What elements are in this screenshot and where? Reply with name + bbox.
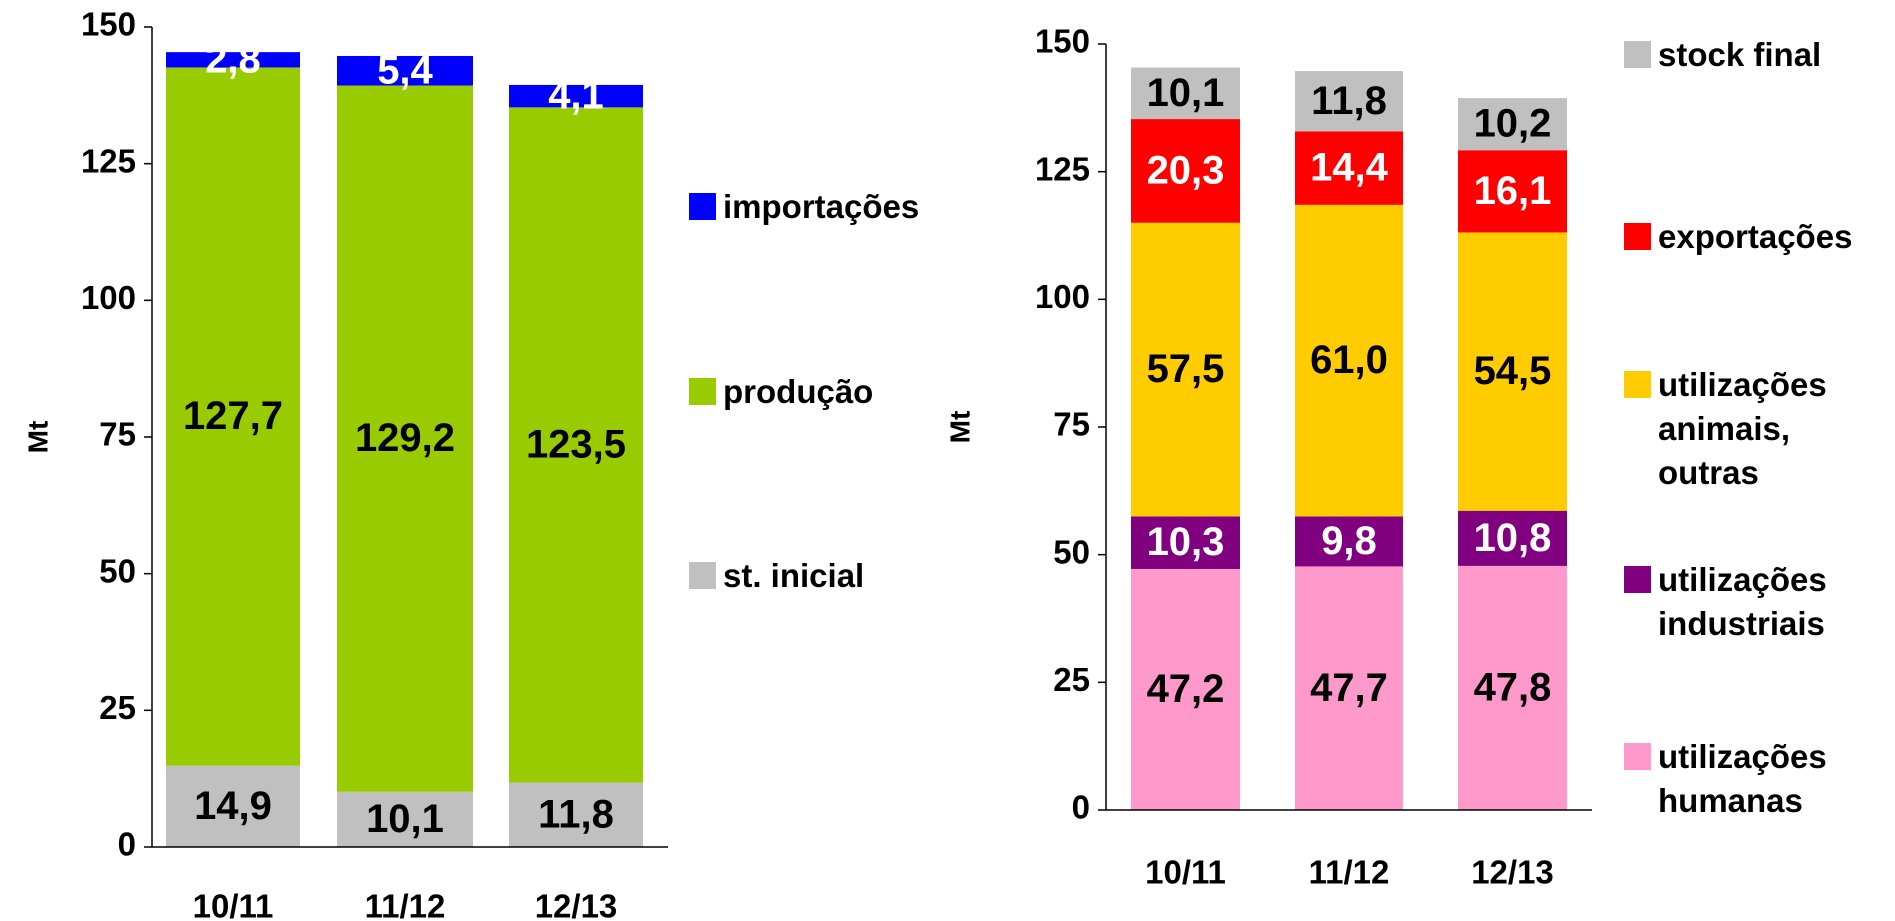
x-tick-label: 10/11 bbox=[193, 888, 274, 921]
data-label: 10,2 bbox=[1474, 102, 1552, 146]
legend-label: importações bbox=[723, 188, 920, 225]
y-tick-label: 50 bbox=[1053, 533, 1090, 570]
y-tick-label: 150 bbox=[1035, 23, 1090, 60]
y-tick-label: 25 bbox=[1053, 661, 1090, 698]
legend-swatch bbox=[1624, 371, 1651, 398]
bar-segment bbox=[337, 55, 473, 86]
y-tick-label: 0 bbox=[1072, 789, 1090, 826]
data-label: 123,5 bbox=[526, 422, 626, 466]
bar-segment bbox=[1131, 222, 1240, 517]
bar-segment bbox=[337, 791, 473, 847]
data-label: 129,2 bbox=[355, 416, 455, 460]
data-label: 10,3 bbox=[1147, 520, 1225, 564]
legend-entry: utilizações humanas bbox=[1624, 735, 1858, 823]
data-label: 47,7 bbox=[1310, 666, 1388, 710]
data-label: 16,1 bbox=[1474, 169, 1552, 213]
data-label: 127,7 bbox=[183, 394, 283, 438]
y-tick-label: 100 bbox=[81, 279, 136, 316]
y-tick-label: 25 bbox=[99, 689, 136, 726]
data-label: 47,8 bbox=[1474, 666, 1552, 710]
y-tick-label: 100 bbox=[1035, 278, 1090, 315]
bar-segment bbox=[1458, 510, 1567, 566]
legend-label: utilizações humanas bbox=[1658, 738, 1827, 819]
legend-entry: produção bbox=[689, 370, 923, 414]
bar-segment bbox=[1458, 98, 1567, 151]
legend-swatch bbox=[1624, 41, 1651, 68]
data-label: 57,5 bbox=[1147, 347, 1225, 391]
data-label: 11,8 bbox=[538, 792, 614, 836]
y-tick-label: 150 bbox=[81, 6, 136, 43]
bar-segment bbox=[1458, 232, 1567, 511]
data-label: 14,9 bbox=[194, 784, 272, 828]
legend-swatch bbox=[1624, 743, 1651, 770]
legend-entry: importações bbox=[689, 185, 923, 229]
data-label: 54,5 bbox=[1474, 349, 1552, 393]
bar-segment bbox=[1131, 119, 1240, 223]
data-label: 61,0 bbox=[1310, 338, 1388, 382]
data-label: 10,1 bbox=[1147, 71, 1225, 115]
legend-label: utilizações animais, outras bbox=[1658, 366, 1827, 491]
data-label: 10,1 bbox=[366, 797, 444, 841]
y-axis-label: Mt bbox=[22, 421, 53, 454]
legend-swatch bbox=[689, 193, 716, 220]
y-tick-label: 0 bbox=[118, 826, 136, 863]
legend-label: stock final bbox=[1658, 36, 1822, 73]
data-label: 20,3 bbox=[1147, 148, 1225, 192]
y-tick-label: 75 bbox=[99, 416, 136, 453]
bar-segment bbox=[1458, 150, 1567, 233]
bar-segment bbox=[1295, 516, 1403, 567]
x-tick-label: 11/12 bbox=[365, 888, 446, 921]
legend-entry: stock final bbox=[1624, 33, 1858, 77]
y-axis-label: Mt bbox=[944, 411, 975, 444]
bar-segment bbox=[509, 107, 643, 783]
bar-segment bbox=[1295, 71, 1403, 132]
bar-segment bbox=[337, 85, 473, 792]
data-label: 14,4 bbox=[1310, 146, 1389, 190]
x-tick-label: 12/13 bbox=[1471, 854, 1554, 891]
bar-segment bbox=[509, 84, 643, 108]
data-label: 47,2 bbox=[1147, 667, 1225, 711]
legend-entry: st. inicial bbox=[689, 554, 923, 598]
legend-label: produção bbox=[723, 373, 874, 410]
y-tick-label: 125 bbox=[1035, 150, 1090, 187]
y-tick-label: 125 bbox=[81, 142, 136, 179]
data-label: 2,8 bbox=[205, 37, 261, 81]
bar-segment bbox=[509, 782, 643, 847]
data-label: 10,8 bbox=[1474, 516, 1552, 560]
bar-segment bbox=[1295, 566, 1403, 810]
x-tick-label: 10/11 bbox=[1145, 854, 1226, 891]
x-tick-label: 12/13 bbox=[535, 888, 618, 921]
legend-swatch bbox=[689, 562, 716, 589]
bar-segment bbox=[1131, 568, 1240, 810]
legend-label: exportações bbox=[1658, 218, 1853, 255]
legend-swatch bbox=[1624, 566, 1651, 593]
y-tick-label: 75 bbox=[1053, 406, 1090, 443]
y-tick-label: 50 bbox=[99, 552, 136, 589]
bar-segment bbox=[1458, 565, 1567, 810]
data-label: 5,4 bbox=[377, 48, 433, 92]
bar-segment bbox=[166, 52, 300, 68]
legend-entry: utilizações animais, outras bbox=[1624, 363, 1858, 495]
bar-segment bbox=[1131, 67, 1240, 120]
data-label: 11,8 bbox=[1311, 79, 1387, 123]
data-label: 9,8 bbox=[1321, 519, 1377, 563]
x-tick-label: 11/12 bbox=[1309, 854, 1390, 891]
data-label: 4,1 bbox=[548, 74, 604, 118]
bar-segment bbox=[166, 765, 300, 847]
bar-segment bbox=[166, 67, 300, 766]
legend-entry: exportações bbox=[1624, 215, 1858, 259]
bar-segment bbox=[1295, 204, 1403, 517]
bar-segment bbox=[1295, 131, 1403, 205]
bar-segment bbox=[1131, 516, 1240, 569]
legend-label: st. inicial bbox=[723, 557, 865, 594]
legend-label: utilizações industriais bbox=[1658, 561, 1827, 642]
legend-swatch bbox=[1624, 223, 1651, 250]
legend-swatch bbox=[689, 378, 716, 405]
legend-entry: utilizações industriais bbox=[1624, 558, 1858, 646]
